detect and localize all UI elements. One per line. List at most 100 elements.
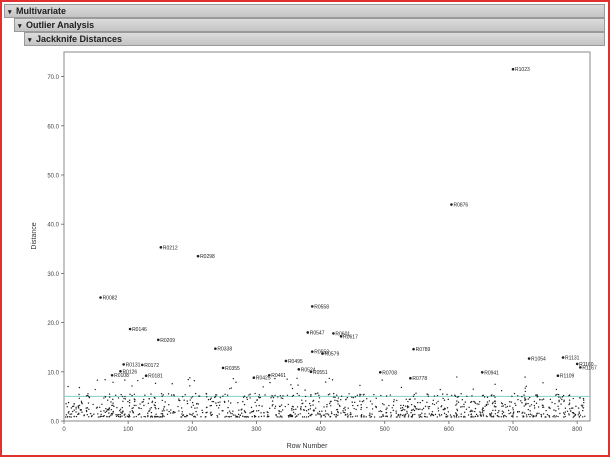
outlier-point[interactable] <box>306 331 310 334</box>
outline-header-jackknife[interactable]: ▾ Jackknife Distances <box>24 32 605 46</box>
outlier-point[interactable] <box>140 363 144 367</box>
data-point <box>210 411 212 413</box>
data-point <box>440 414 443 416</box>
data-point <box>511 395 513 397</box>
data-point <box>431 403 434 405</box>
data-point <box>366 398 368 400</box>
data-point <box>116 406 118 409</box>
data-point <box>360 408 362 411</box>
outlier-point[interactable] <box>214 347 217 350</box>
data-point <box>529 410 531 412</box>
data-point <box>132 411 134 414</box>
outlier-point[interactable] <box>144 374 148 378</box>
data-point <box>369 416 371 418</box>
outlier-point[interactable] <box>297 368 301 371</box>
data-point <box>516 416 518 418</box>
outlier-point[interactable] <box>339 335 343 338</box>
data-point <box>303 416 306 418</box>
data-point <box>517 395 519 397</box>
outlier-point[interactable] <box>196 254 200 258</box>
data-point <box>390 414 393 416</box>
data-point <box>77 406 80 408</box>
outlier-point[interactable] <box>579 366 582 369</box>
data-point <box>569 410 572 412</box>
outlier-point[interactable] <box>575 362 579 366</box>
data-point <box>80 409 83 411</box>
data-point <box>304 389 306 391</box>
outlier-point[interactable] <box>221 366 225 370</box>
data-point <box>520 400 522 402</box>
outlier-point[interactable] <box>309 370 313 374</box>
outlier-point[interactable] <box>527 357 531 360</box>
data-point <box>209 405 211 407</box>
data-point <box>480 415 482 418</box>
data-point <box>466 395 468 398</box>
outlier-point[interactable] <box>450 203 453 206</box>
data-point <box>217 407 220 409</box>
data-point <box>354 415 357 417</box>
data-point <box>133 404 135 407</box>
data-point <box>577 414 580 416</box>
data-point <box>189 377 191 379</box>
outlier-point[interactable] <box>409 376 412 380</box>
data-point <box>414 413 416 416</box>
data-point <box>287 403 290 406</box>
data-point <box>542 404 544 407</box>
data-point <box>463 411 466 414</box>
data-point <box>445 413 447 416</box>
data-point <box>103 410 105 412</box>
outlier-point[interactable] <box>159 246 163 249</box>
data-point <box>110 414 112 416</box>
outlier-point[interactable] <box>561 356 565 359</box>
outline-header-multivariate[interactable]: ▾ Multivariate <box>4 4 605 18</box>
data-point <box>197 403 200 405</box>
data-point <box>542 382 544 384</box>
data-point <box>337 397 340 399</box>
data-point <box>483 409 485 412</box>
data-point <box>324 416 327 418</box>
data-point <box>527 398 529 400</box>
outlier-point[interactable] <box>267 373 271 377</box>
data-point <box>524 376 526 378</box>
outlier-point[interactable] <box>122 363 125 366</box>
data-point <box>563 399 565 402</box>
outlier-label: R0617 <box>343 334 358 340</box>
data-point <box>230 387 233 389</box>
data-point <box>533 405 536 407</box>
data-point <box>153 416 156 418</box>
outlier-point[interactable] <box>99 296 102 299</box>
data-point <box>501 413 504 415</box>
outlier-point[interactable] <box>412 347 415 351</box>
disclosure-icon[interactable]: ▾ <box>18 23 22 30</box>
outlier-point[interactable] <box>511 67 515 71</box>
data-point <box>430 415 432 417</box>
outlier-point[interactable] <box>119 370 122 373</box>
outlier-point[interactable] <box>321 352 324 355</box>
data-point <box>406 405 409 407</box>
outlier-point[interactable] <box>332 332 335 335</box>
outlier-point[interactable] <box>284 359 288 363</box>
data-point <box>168 404 170 406</box>
data-point <box>404 405 407 407</box>
outlier-point[interactable] <box>128 327 132 331</box>
data-point <box>81 411 83 413</box>
data-point <box>106 399 109 401</box>
data-point <box>124 398 127 400</box>
outlier-point[interactable] <box>252 376 256 380</box>
disclosure-icon[interactable]: ▾ <box>28 37 32 44</box>
disclosure-icon[interactable]: ▾ <box>8 9 12 16</box>
outlier-point[interactable] <box>378 370 382 374</box>
outlier-point[interactable] <box>310 350 314 353</box>
outlier-point[interactable] <box>556 374 560 378</box>
data-point <box>119 413 121 416</box>
data-point <box>504 403 506 406</box>
outlier-point[interactable] <box>156 338 160 342</box>
data-point <box>232 410 234 412</box>
outlier-point[interactable] <box>110 373 114 377</box>
outlier-point[interactable] <box>310 305 314 308</box>
data-point <box>69 413 71 415</box>
data-point <box>112 381 114 383</box>
data-point <box>406 412 408 414</box>
outline-header-outlier-analysis[interactable]: ▾ Outlier Analysis <box>14 18 605 32</box>
outlier-point[interactable] <box>480 370 484 374</box>
